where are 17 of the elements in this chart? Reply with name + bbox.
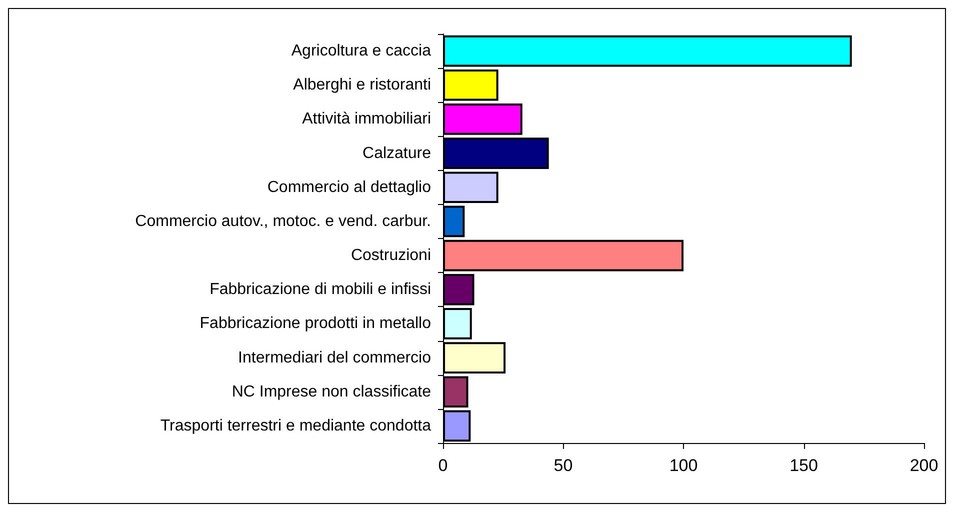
y-tick-label: Trasporti terrestri e mediante condotta <box>160 417 432 434</box>
y-tick-label: Calzature <box>362 144 432 162</box>
y-tick-label: Commercio al dettaglio <box>267 178 432 196</box>
y-tick-label: Agricoltura e caccia <box>291 42 432 60</box>
x-tick-label: 150 <box>790 456 818 475</box>
x-tick-label: 100 <box>669 456 698 475</box>
y-tick-label: Commercio autov., motoc. e vend. carbur. <box>135 212 431 230</box>
y-tick-label: Intermediari del commercio <box>238 349 432 366</box>
y-tick-label: Costruzioni <box>350 247 431 264</box>
y-tick-label: Fabbricazione prodotti in metallo <box>200 315 432 332</box>
y-tick-label: Alberghi e ristoranti <box>293 76 431 94</box>
x-tick-label: 200 <box>910 456 938 475</box>
y-tick-label: Attività immobiliari <box>302 110 431 128</box>
x-tick-label: 0 <box>438 456 448 475</box>
x-tick-label: 50 <box>554 456 573 475</box>
y-tick-label: Fabbricazione di mobili e infissi <box>210 281 431 298</box>
y-tick-label: NC Imprese non classificate <box>232 383 432 400</box>
